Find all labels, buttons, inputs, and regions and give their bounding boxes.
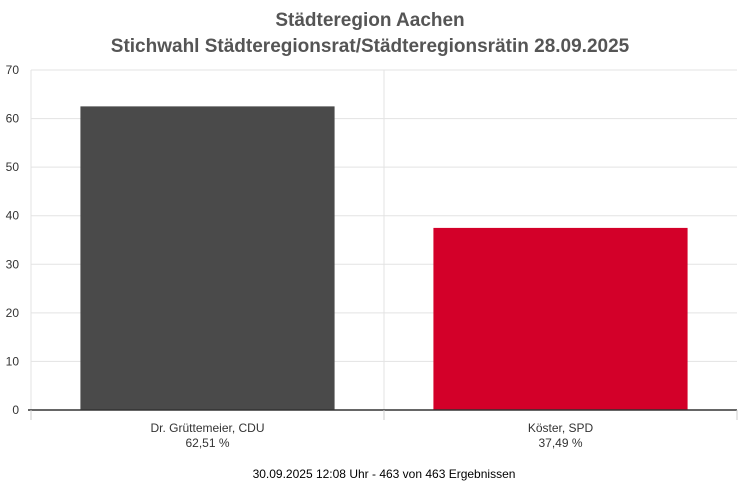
bar-2 — [433, 227, 688, 410]
y-tick-label: 10 — [6, 354, 20, 368]
chart-subtitle: Stichwahl Städteregionsrat/Städteregions… — [110, 36, 630, 57]
results-status: 30.09.2025 12:08 Uhr - 463 von 463 Ergeb… — [252, 467, 516, 481]
percentage-label: 37,49 % — [538, 436, 582, 450]
y-tick-label: 30 — [6, 257, 20, 271]
y-tick-label: 60 — [6, 112, 20, 126]
y-tick-label: 50 — [6, 160, 20, 174]
y-tick-label: 70 — [6, 63, 20, 77]
bar-1 — [80, 106, 335, 410]
category-label: Köster, SPD — [528, 421, 594, 435]
y-tick-label: 40 — [6, 209, 20, 223]
y-tick-label: 20 — [6, 306, 20, 320]
y-tick-label: 0 — [12, 403, 19, 417]
percentage-label: 62,51 % — [185, 436, 229, 450]
category-label: Dr. Grüttemeier, CDU — [150, 421, 264, 435]
chart-title: Städteregion Aachen — [275, 10, 465, 31]
